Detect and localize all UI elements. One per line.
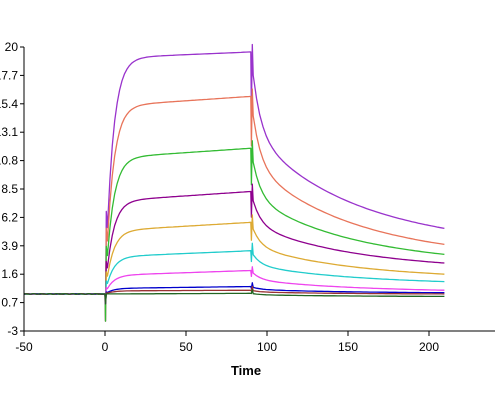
x-axis-label: Time (231, 363, 261, 378)
y-tick-label: -3 (7, 324, 18, 338)
y-tick-label: 10.8 (0, 154, 18, 168)
x-tick-label: 100 (257, 340, 277, 354)
series-line-7 (23, 266, 445, 305)
x-tick-label: 200 (419, 340, 439, 354)
y-tick-label: 15.4 (0, 97, 18, 111)
y-tick-label: 6.2 (1, 210, 18, 224)
x-ticks: -50 0 50 100 150 200 (15, 331, 439, 354)
y-tick-label: 3.9 (1, 239, 18, 253)
y-tick-label: 13.1 (0, 125, 18, 139)
series-line-10 (23, 288, 445, 305)
y-tick-label: 8.5 (1, 182, 18, 196)
y-tick-label: 0.7 (1, 296, 18, 310)
x-tick-label: 50 (179, 340, 193, 354)
plot-lines (23, 43, 445, 322)
x-tick-label: 150 (338, 340, 358, 354)
y-tick-label: 20 (5, 40, 19, 54)
series-line-4 (23, 183, 445, 305)
y-tick-label: 1.6 (1, 267, 18, 281)
x-tick-label: -50 (15, 340, 33, 354)
y-tick-label: 17.7 (0, 68, 18, 82)
x-tick-label: 0 (102, 340, 109, 354)
y-ticks: -3 0.7 1.6 3.9 6.2 8.5 10.8 13.1 15.4 17.7 20 (0, 40, 24, 338)
